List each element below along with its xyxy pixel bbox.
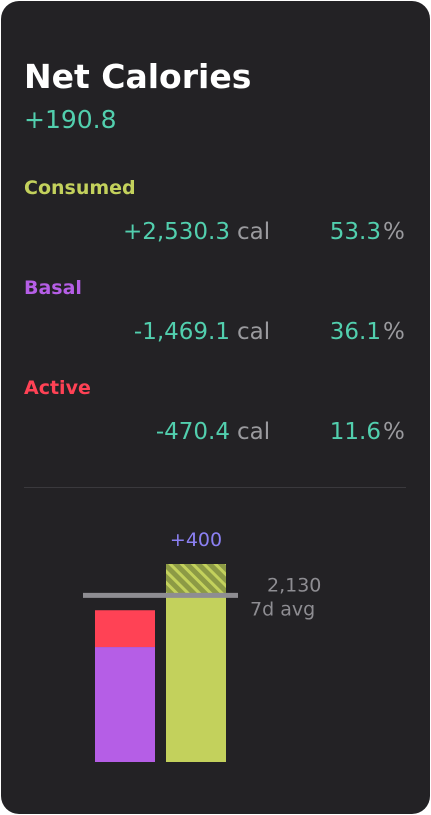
- row-unit: cal: [237, 419, 271, 445]
- row-value: -470.4: [155, 419, 230, 445]
- row-percent: 36.1: [329, 319, 381, 345]
- net-calories: +190.8: [24, 105, 117, 134]
- title: Net Calories: [24, 57, 252, 96]
- row-percent: 53.3: [329, 219, 381, 245]
- average-label: 7d avg: [250, 598, 315, 620]
- row-unit: cal: [237, 219, 271, 245]
- row-name: Basal: [24, 277, 82, 299]
- row-name: Active: [24, 377, 91, 399]
- surplus-bar: [166, 564, 226, 596]
- basal-bar: [95, 647, 155, 762]
- row-percent-unit: %: [383, 319, 405, 345]
- row-unit: cal: [237, 319, 271, 345]
- row-percent: 11.6: [329, 419, 381, 445]
- row-value: -1,469.1: [133, 319, 230, 345]
- divider: [24, 487, 406, 488]
- average-value: 2,130: [267, 574, 321, 596]
- row-percent-unit: %: [383, 419, 405, 445]
- row-percent-unit: %: [383, 219, 405, 245]
- row-name: Consumed: [24, 177, 136, 199]
- active-bar: [95, 610, 155, 648]
- row-value: +2,530.3: [122, 219, 230, 245]
- surplus-label: +400: [170, 529, 222, 551]
